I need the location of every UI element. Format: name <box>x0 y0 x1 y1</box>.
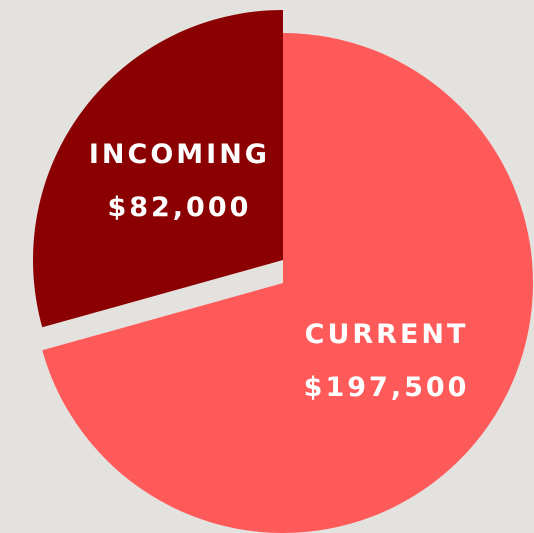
pie-slice <box>42 33 533 533</box>
slice-category: CURRENT <box>305 319 469 350</box>
slice-category: INCOMING <box>89 139 270 170</box>
slice-value: $82,000 <box>107 192 251 223</box>
pie-slice <box>32 10 283 328</box>
slice-value: $197,500 <box>304 372 470 403</box>
